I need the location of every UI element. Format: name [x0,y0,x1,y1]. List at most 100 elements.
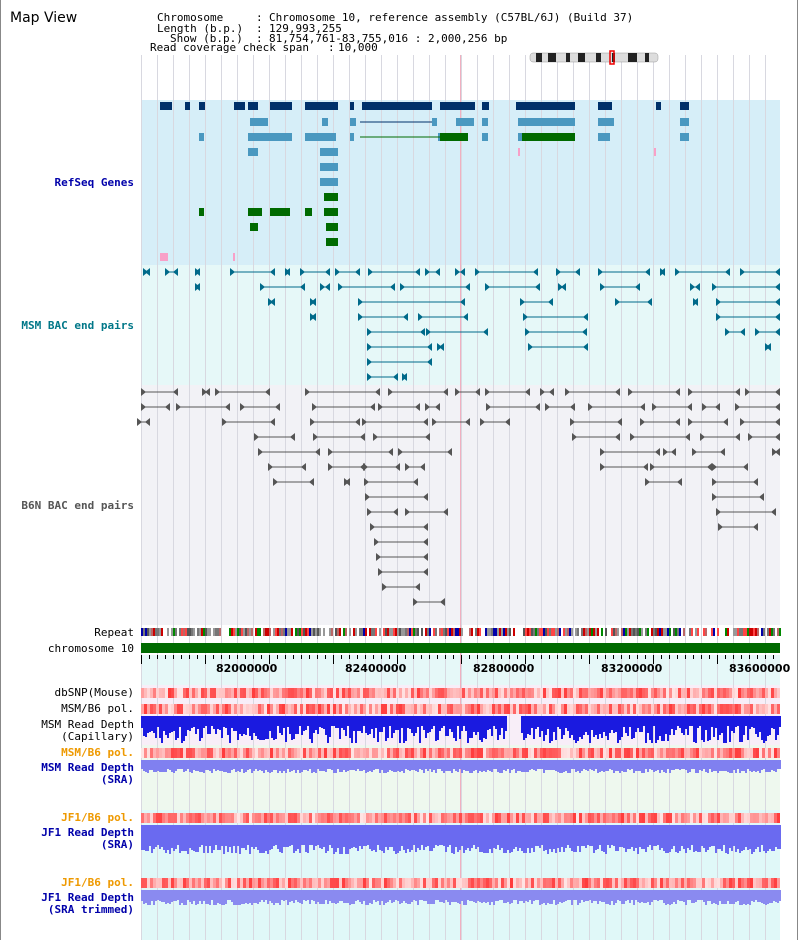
bac-end-marker [723,418,728,426]
track-label-b6n-bac[interactable]: B6N BAC end pairs [21,499,134,512]
msm-sra-depth-bar [487,760,489,770]
msm-capillary-depth-bar [661,716,663,741]
jf1-pol-heat-cell [312,813,315,823]
jf1-pol-heat-cell [393,813,396,823]
repeat-segment [769,628,771,636]
msm-capillary-depth-bar [307,716,309,726]
msm-capillary-depth-bar [565,716,567,728]
msm-capillary-depth-bar [377,716,379,742]
msm-capillary-depth-bar [309,716,311,739]
jf1-trimmed-depth-bar [507,890,509,902]
repeat-segment [443,628,445,636]
jf1-trimmed-depth-bar [403,890,405,901]
jf1-pol2-heat-cell [603,878,606,888]
track-label-chromosome[interactable]: chromosome 10 [47,642,134,655]
jf1-sra-depth-bar [725,825,727,853]
jf1-pol2-heat-cell [654,878,657,888]
jf1-pol-heat-cell [408,813,411,823]
dbsnp-heat-cell [468,688,471,698]
jf1-trimmed-depth-bar [163,890,165,902]
bac-end-marker [367,343,372,351]
jf1-pol2-heat-cell [633,878,636,888]
msm-pol2-heat-cell [669,748,672,758]
jf1-trimmed-depth-bar [441,890,443,902]
page-title: Map View [10,10,78,26]
jf1-sra-depth-bar [643,825,645,849]
repeat-segment [335,628,337,636]
jf1-sra-depth-bar [669,825,671,852]
msm-sra-depth-bar [671,760,673,770]
msm-pol-heat-cell [375,704,378,714]
msm-pol2-heat-cell [246,748,249,758]
bac-end-marker [692,448,697,456]
msm-pol2-heat-cell [717,748,720,758]
msm-sra-depth-bar [779,760,781,769]
jf1-pol2-heat-cell [567,878,570,888]
jf1-trimmed-depth-bar [447,890,449,902]
jf1-trimmed-depth-bar [571,890,573,905]
dbsnp-heat-cell [462,688,465,698]
dbsnp-heat-cell [561,688,564,698]
msm-capillary-depth-bar [639,716,641,732]
dbsnp-heat-cell [501,688,504,698]
track-label-msm-b6-pol-2[interactable]: MSM/B6 pol. [61,746,134,759]
msm-pol-heat-cell [648,704,651,714]
gene-block [598,118,614,126]
jf1-trimmed-depth-bar [243,890,245,904]
jf1-pol-heat-cell [741,813,744,823]
track-label-repeat[interactable]: Repeat [94,626,134,639]
repeat-segment [219,628,221,636]
msm-sra-depth-bar [259,760,261,770]
msm-capillary-depth-bar [717,716,719,740]
msm-pol2-heat-cell [522,748,525,758]
jf1-trimmed-depth-bar [255,890,257,903]
jf1-trimmed-depth-bar [299,890,301,903]
jf1-trimmed-depth-bar [763,890,765,904]
jf1-trimmed-depth-bar [669,890,671,905]
track-label-jf1-depth-trimmed[interactable]: JF1 Read Depth [41,891,134,904]
jf1-sra-depth-bar [673,825,675,846]
jf1-sra-depth-bar [613,825,615,846]
jf1-pol2-heat-cell [258,878,261,888]
msm-pol-heat-cell [297,704,300,714]
jf1-sra-depth-bar [243,825,245,848]
msm-pol2-heat-cell [615,748,618,758]
jf1-trimmed-depth-bar [565,890,567,901]
track-label-dbsnp[interactable]: dbSNP(Mouse) [54,686,134,699]
msm-capillary-depth-bar [233,716,235,731]
msm-capillary-depth-bar [387,716,389,738]
msm-capillary-depth-bar [433,716,435,726]
msm-pol2-heat-cell [360,748,363,758]
track-label-jf1-b6-pol[interactable]: JF1/B6 pol. [61,811,134,824]
jf1-pol2-heat-cell [681,878,684,888]
jf1-trimmed-depth-bar [203,890,205,901]
bac-end-marker [141,403,146,411]
msm-capillary-depth-bar [735,716,737,727]
track-label-jf1-b6-pol-2[interactable]: JF1/B6 pol. [61,876,134,889]
msm-sra-depth-bar [365,760,367,773]
msm-pol-heat-cell [144,704,147,714]
msm-capillary-depth-bar [779,716,781,727]
track-label-msm-bac[interactable]: MSM BAC end pairs [21,319,134,332]
track-label-jf1-depth-sra[interactable]: JF1 Read Depth [41,826,134,839]
msm-capillary-depth-bar [581,716,583,739]
msm-pol-heat-cell [732,704,735,714]
jf1-pol2-heat-cell [234,878,237,888]
msm-sra-depth-bar [279,760,281,771]
jf1-pol-heat-cell [204,813,207,823]
msm-capillary-depth-bar [671,716,673,729]
msm-pol2-heat-cell [483,748,486,758]
jf1-pol-heat-cell [150,813,153,823]
msm-sra-depth-bar [749,760,751,771]
msm-pol-heat-cell [486,704,489,714]
track-label-refseq[interactable]: RefSeq Genes [54,176,134,189]
dbsnp-heat-cell [615,688,618,698]
jf1-pol-heat-cell [351,813,354,823]
jf1-sra-depth-bar [641,825,643,849]
jf1-sra-depth-bar [549,825,551,849]
msm-capillary-depth-bar [619,716,621,740]
track-label-msm-depth-capillary[interactable]: MSM Read Depth [41,718,134,731]
track-label-msm-depth-sra[interactable]: MSM Read Depth [41,761,134,774]
track-label-msm-b6-pol[interactable]: MSM/B6 pol. [61,702,134,715]
